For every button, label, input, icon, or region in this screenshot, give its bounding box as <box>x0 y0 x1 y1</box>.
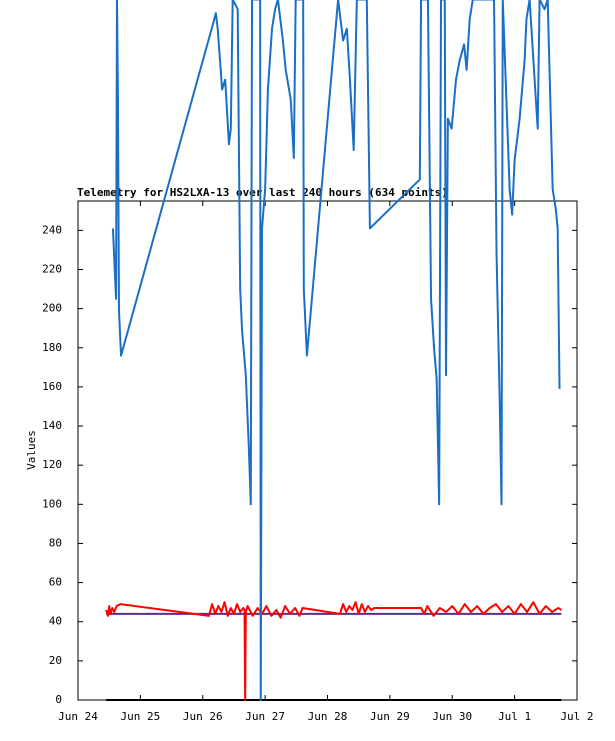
chart-title: Telemetry for HS2LXA-13 over last 240 ho… <box>77 186 448 199</box>
x-tick-label: Jun 25 <box>121 710 161 723</box>
y-tick-label: 160 <box>42 380 62 393</box>
y-tick-label: 40 <box>49 615 62 628</box>
x-tick-label: Jul 2 <box>560 710 593 723</box>
y-tick-label: 60 <box>49 576 62 589</box>
x-tick-label: Jun 26 <box>183 710 223 723</box>
y-tick-label: 140 <box>42 419 62 432</box>
y-tick-label: 180 <box>42 341 62 354</box>
y-tick-label: 240 <box>42 223 62 236</box>
x-tick-label: Jun 28 <box>308 710 348 723</box>
y-tick-label: 100 <box>42 497 62 510</box>
y-tick-label: 120 <box>42 458 62 471</box>
x-tick-label: Jun 29 <box>370 710 410 723</box>
y-axis-label: Values <box>25 430 38 470</box>
x-tick-label: Jun 24 <box>58 710 98 723</box>
x-tick-label: Jun 27 <box>245 710 285 723</box>
y-tick-label: 0 <box>55 693 62 706</box>
y-tick-label: 80 <box>49 536 62 549</box>
y-tick-label: 200 <box>42 302 62 315</box>
y-tick-label: 220 <box>42 262 62 275</box>
x-tick-label: Jun 30 <box>432 710 472 723</box>
y-tick-label: 20 <box>49 654 62 667</box>
data-line <box>105 601 562 701</box>
x-tick-label: Jul 1 <box>498 710 531 723</box>
data-line <box>111 0 561 701</box>
